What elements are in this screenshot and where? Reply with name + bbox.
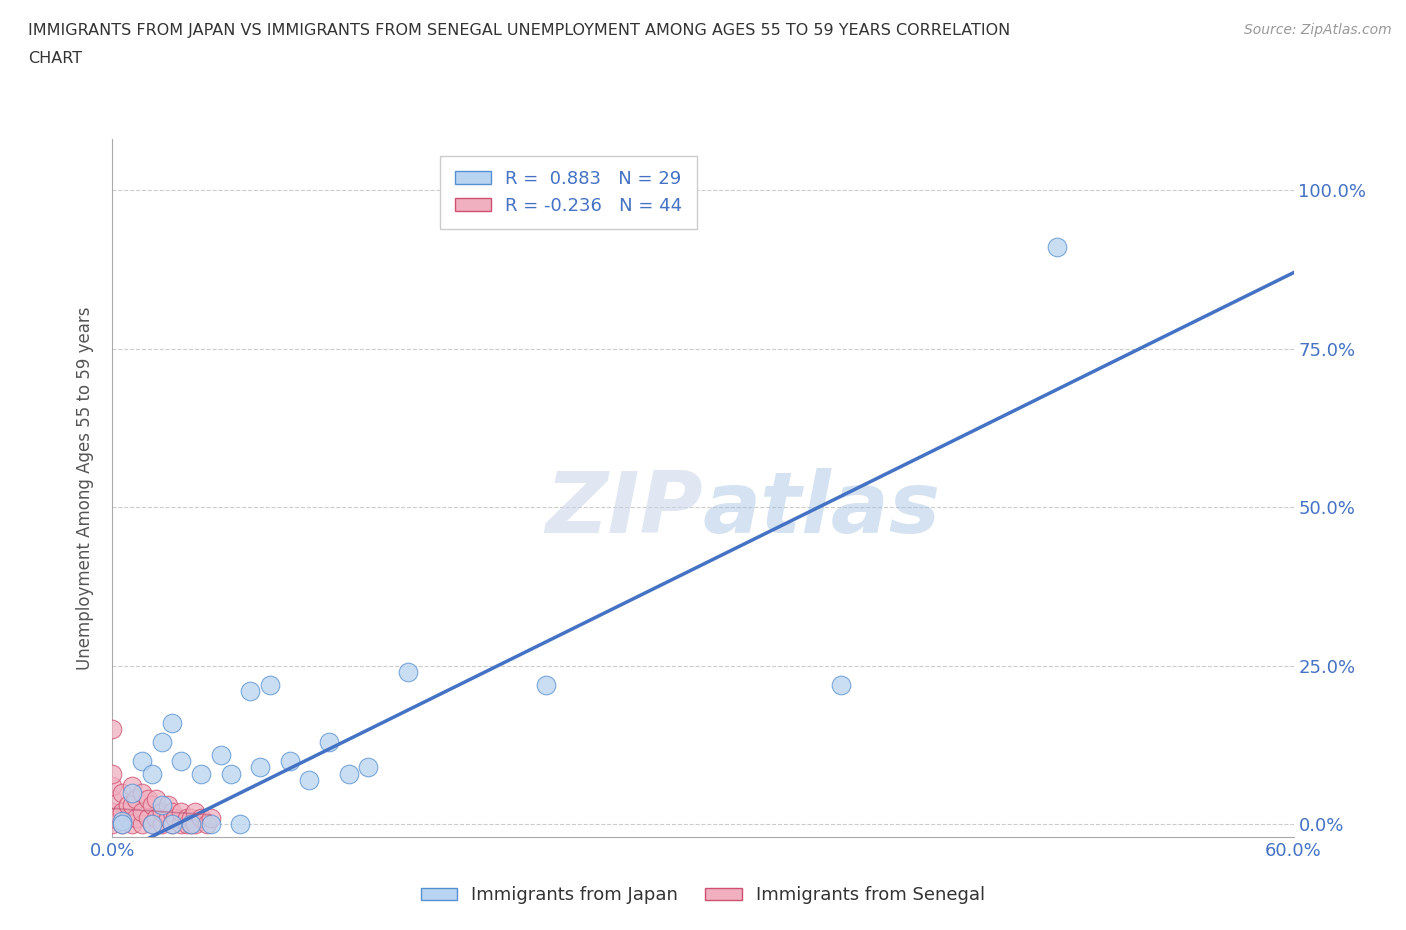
Point <box>239 684 262 698</box>
Point <box>170 804 193 819</box>
Point <box>111 817 134 831</box>
Point <box>160 804 183 819</box>
Point <box>141 766 163 781</box>
Point <box>131 753 153 768</box>
Text: ZIP: ZIP <box>546 468 703 551</box>
Point <box>184 804 207 819</box>
Point <box>101 817 124 831</box>
Point <box>156 811 179 826</box>
Point <box>200 817 222 831</box>
Point <box>131 785 153 800</box>
Text: atlas: atlas <box>703 468 941 551</box>
Point <box>318 735 340 750</box>
Point <box>209 747 232 762</box>
Point <box>101 722 124 737</box>
Point <box>145 791 167 806</box>
Point <box>141 798 163 813</box>
Point <box>101 766 124 781</box>
Legend: Immigrants from Japan, Immigrants from Senegal: Immigrants from Japan, Immigrants from S… <box>413 879 993 911</box>
Point <box>145 811 167 826</box>
Point <box>180 817 202 831</box>
Point <box>195 817 218 831</box>
Point <box>136 811 159 826</box>
Point <box>141 817 163 831</box>
Point <box>101 804 124 819</box>
Point <box>160 817 183 831</box>
Point <box>176 811 198 826</box>
Text: Source: ZipAtlas.com: Source: ZipAtlas.com <box>1244 23 1392 37</box>
Point <box>121 785 143 800</box>
Point <box>111 817 134 831</box>
Point <box>170 753 193 768</box>
Point <box>298 773 321 788</box>
Point <box>278 753 301 768</box>
Point <box>101 778 124 793</box>
Point <box>190 811 212 826</box>
Point <box>125 791 148 806</box>
Point <box>165 811 187 826</box>
Point <box>117 811 139 826</box>
Point <box>337 766 360 781</box>
Point <box>101 811 124 826</box>
Point <box>121 817 143 831</box>
Point <box>111 814 134 829</box>
Point <box>121 778 143 793</box>
Point <box>170 817 193 831</box>
Point <box>160 817 183 831</box>
Point <box>180 817 202 831</box>
Point <box>150 735 173 750</box>
Point <box>150 817 173 831</box>
Point <box>219 766 242 781</box>
Point <box>184 817 207 831</box>
Point <box>357 760 380 775</box>
Point <box>131 817 153 831</box>
Point <box>1046 240 1069 255</box>
Text: CHART: CHART <box>28 51 82 66</box>
Point <box>200 811 222 826</box>
Point <box>229 817 252 831</box>
Point <box>160 715 183 730</box>
Point <box>101 791 124 806</box>
Point <box>830 677 852 692</box>
Point <box>131 804 153 819</box>
Point <box>141 817 163 831</box>
Legend: R =  0.883   N = 29, R = -0.236   N = 44: R = 0.883 N = 29, R = -0.236 N = 44 <box>440 155 697 230</box>
Y-axis label: Unemployment Among Ages 55 to 59 years: Unemployment Among Ages 55 to 59 years <box>76 307 94 670</box>
Point <box>180 811 202 826</box>
Point <box>156 798 179 813</box>
Point <box>111 785 134 800</box>
Text: IMMIGRANTS FROM JAPAN VS IMMIGRANTS FROM SENEGAL UNEMPLOYMENT AMONG AGES 55 TO 5: IMMIGRANTS FROM JAPAN VS IMMIGRANTS FROM… <box>28 23 1011 38</box>
Point <box>150 798 173 813</box>
Point <box>150 804 173 819</box>
Point <box>111 804 134 819</box>
Point <box>259 677 281 692</box>
Point <box>117 798 139 813</box>
Point <box>249 760 271 775</box>
Point <box>136 791 159 806</box>
Point <box>190 766 212 781</box>
Point <box>125 811 148 826</box>
Point <box>121 798 143 813</box>
Point <box>534 677 557 692</box>
Point <box>176 817 198 831</box>
Point <box>396 665 419 680</box>
